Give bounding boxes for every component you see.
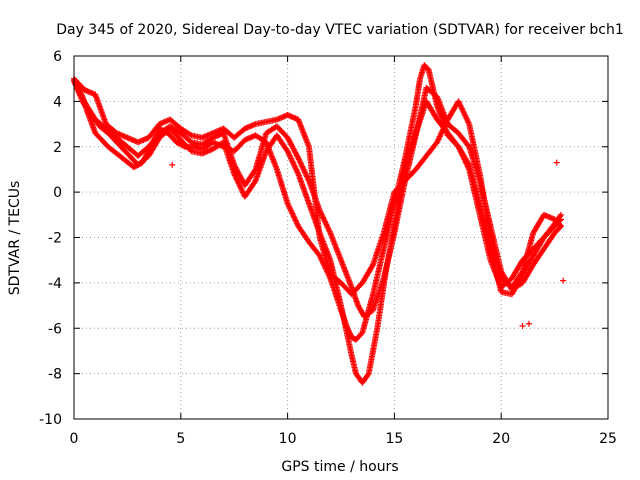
data-point xyxy=(556,222,563,229)
y-tick-label: 4 xyxy=(53,94,62,110)
y-tick-label: 2 xyxy=(53,140,62,156)
data-point xyxy=(558,211,565,218)
data-point xyxy=(369,263,376,270)
x-tick-label: 5 xyxy=(176,431,185,447)
data-point xyxy=(364,371,371,378)
data-point xyxy=(465,160,472,167)
data-point xyxy=(525,320,532,327)
data-point xyxy=(557,213,564,220)
x-tick-label: 20 xyxy=(492,431,510,447)
x-tick-label: 0 xyxy=(70,431,79,447)
data-point xyxy=(560,277,567,284)
y-axis-label: SDTVAR / TECUs xyxy=(7,181,23,296)
y-tick-label: -10 xyxy=(39,412,62,428)
data-point xyxy=(187,138,194,145)
data-point xyxy=(294,153,301,160)
x-tick-label: 10 xyxy=(279,431,297,447)
axis-ticks xyxy=(73,55,609,420)
data-point xyxy=(187,131,194,138)
data-point xyxy=(518,269,525,276)
data-point xyxy=(169,161,176,168)
data-point xyxy=(558,223,565,230)
chart-title: Day 345 of 2020, Sidereal Day-to-day VTE… xyxy=(56,22,624,38)
y-tick-label: -6 xyxy=(48,321,62,337)
y-tick-label: -2 xyxy=(48,231,62,247)
y-tick-label: 6 xyxy=(53,49,62,65)
y-tick-label: -8 xyxy=(48,367,62,383)
x-axis-label: GPS time / hours xyxy=(281,459,398,475)
data-points xyxy=(71,62,567,386)
x-tick-label: 25 xyxy=(599,431,617,447)
tick-labels: 0 5 10 15 20 25 -10 -8 -6 -4 -2 0 2 4 6 xyxy=(39,49,617,447)
x-tick-label: 15 xyxy=(385,431,403,447)
y-tick-label: 0 xyxy=(53,185,62,201)
y-tick-label: -4 xyxy=(48,276,62,292)
data-point xyxy=(553,159,560,166)
data-point xyxy=(519,322,526,329)
